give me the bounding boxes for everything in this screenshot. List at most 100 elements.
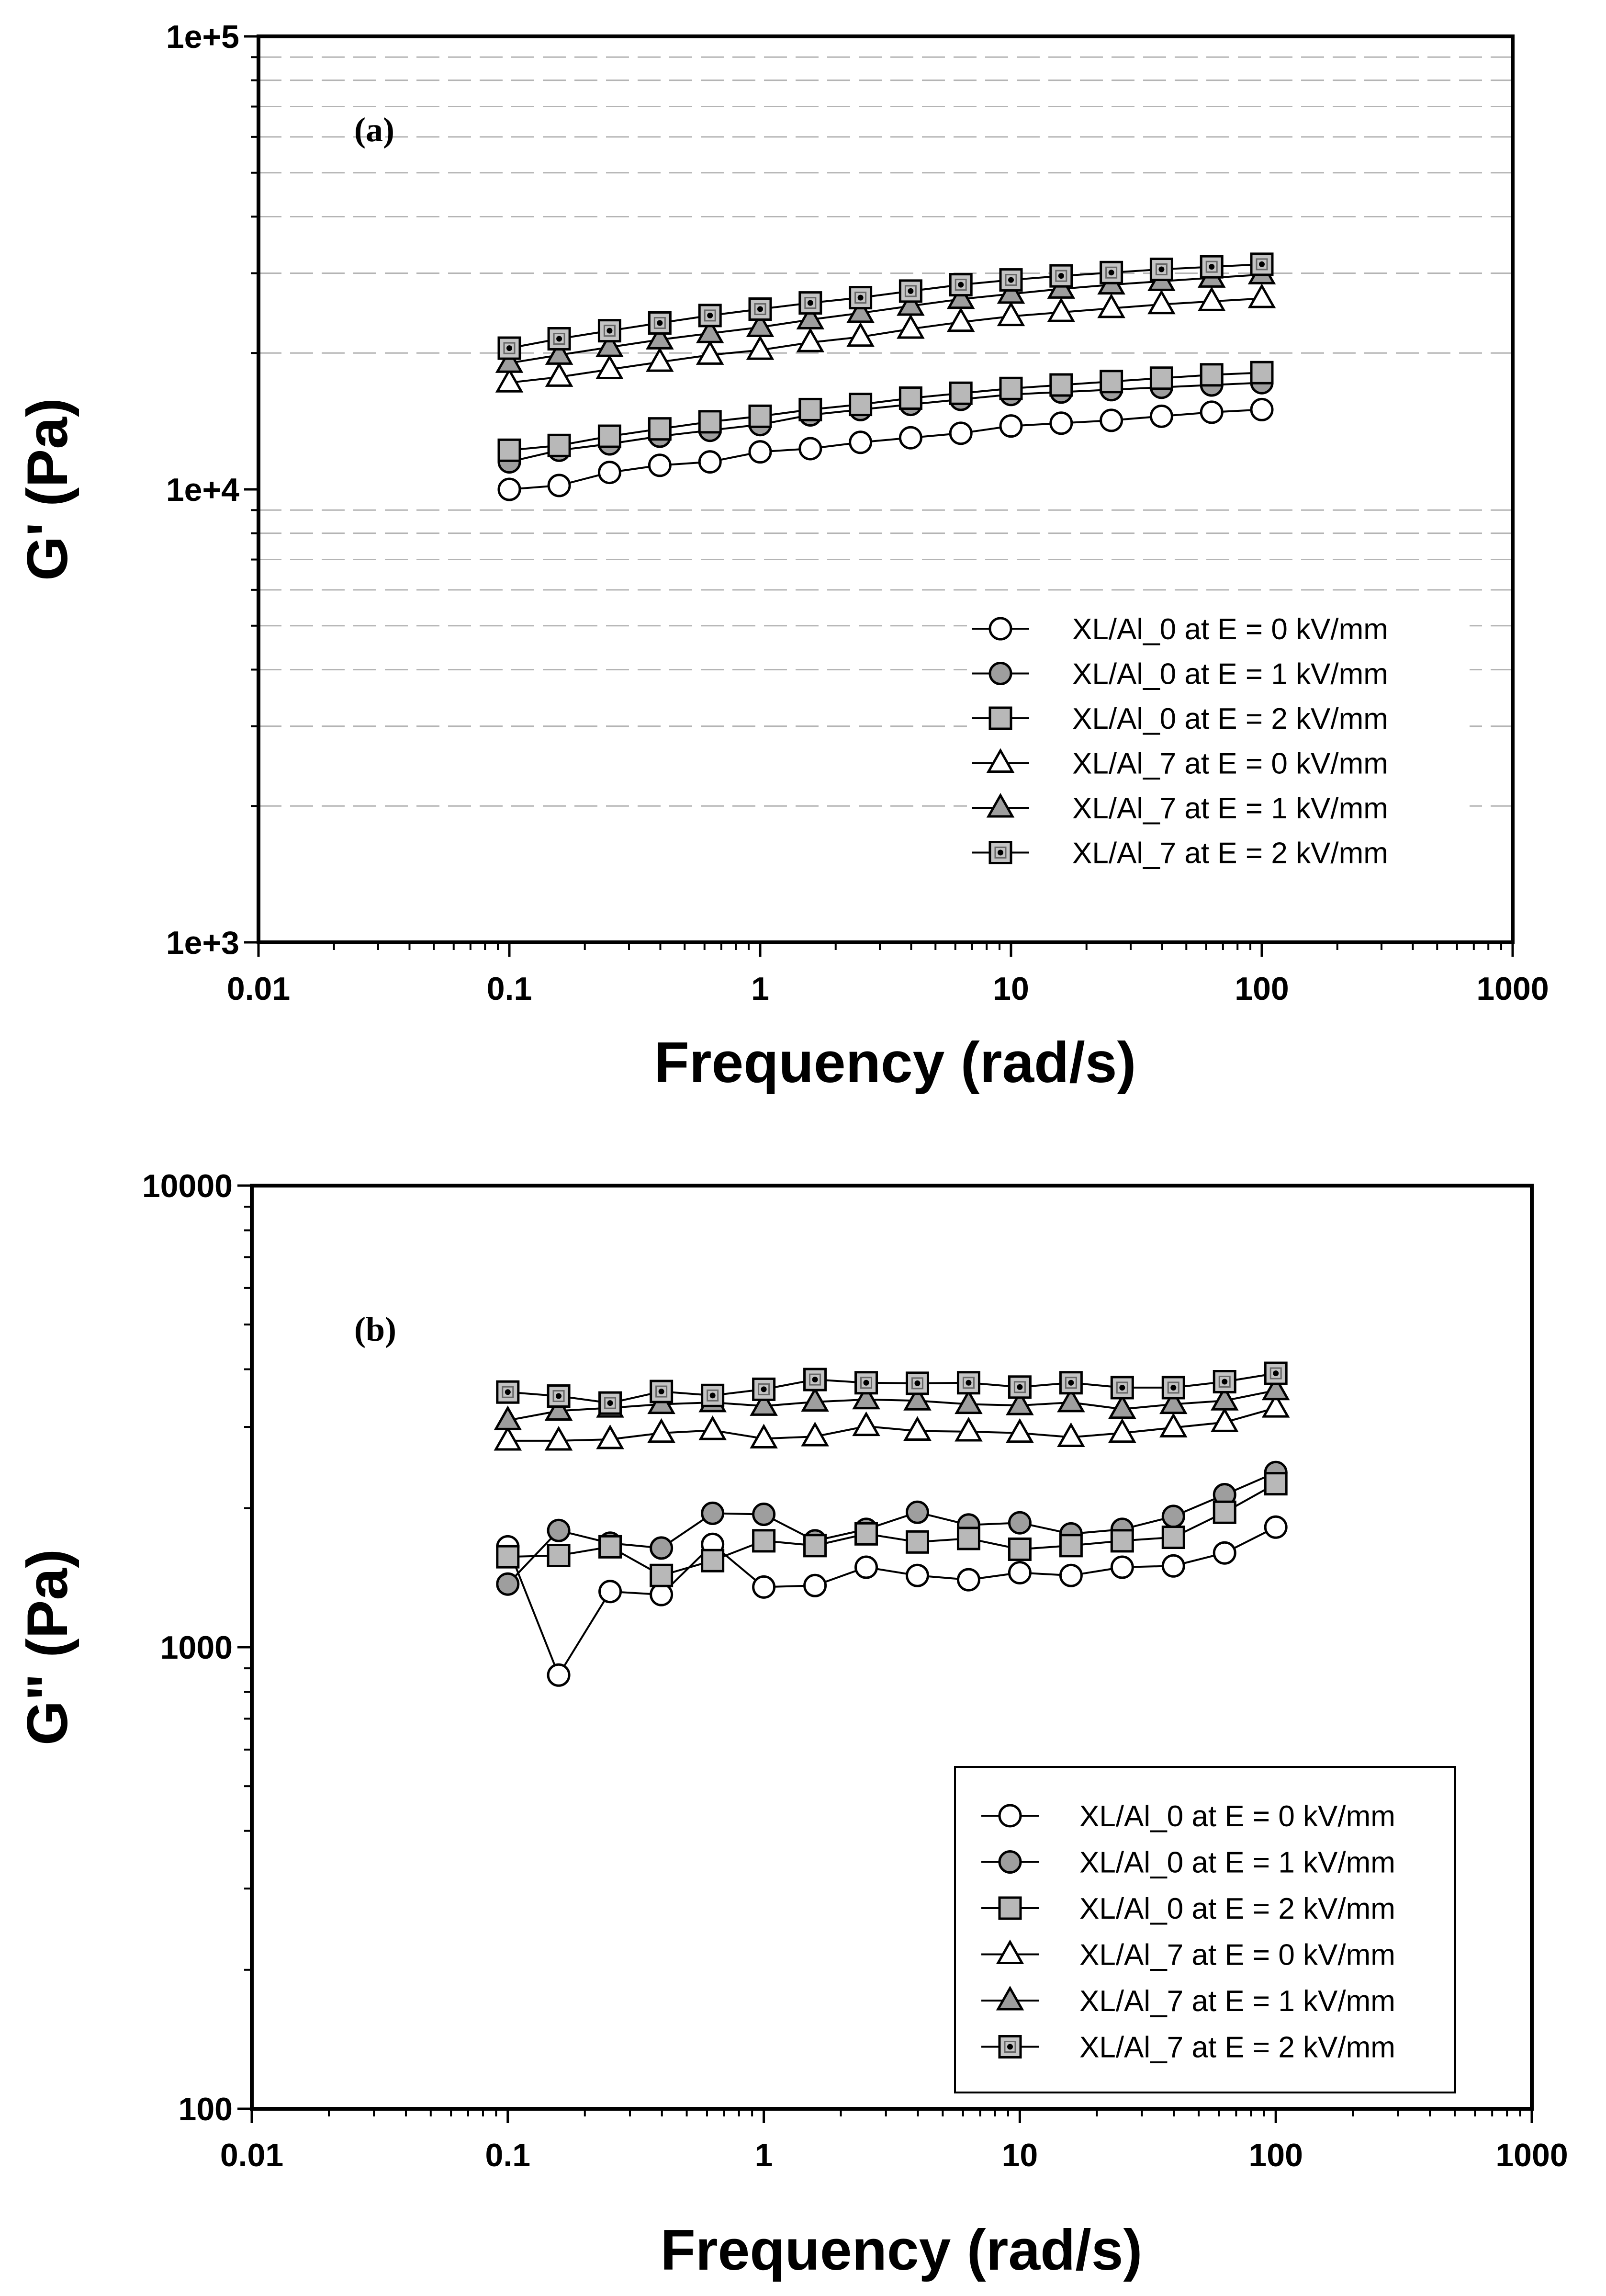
data-point-series-1 — [1059, 1563, 1083, 1587]
data-point-series-3 — [849, 393, 873, 417]
data-point-series-4 — [647, 1418, 675, 1443]
data-point-series-6-dot — [658, 1389, 664, 1395]
legend-marker — [988, 617, 1012, 641]
data-point-series-6-dot — [1259, 261, 1265, 267]
data-point-series-5 — [946, 284, 975, 309]
data-point-series-2 — [1008, 1511, 1032, 1535]
data-point-series-3 — [999, 376, 1023, 400]
data-point-series-3 — [1149, 366, 1173, 390]
x-tick-label: 10 — [993, 971, 1029, 1007]
data-point-series-6-dot — [1209, 264, 1215, 270]
data-point-series-6 — [547, 1384, 571, 1408]
data-point-series-3 — [1059, 1534, 1083, 1558]
data-point-series-1 — [956, 1568, 980, 1592]
data-point-series-6-inner — [854, 292, 867, 304]
data-point-series-5 — [903, 1386, 932, 1411]
x-tick-label: 10 — [1002, 2137, 1038, 2173]
legend-entry: XL/Al_7 at E = 2 kV/mm — [1072, 837, 1388, 870]
data-point-series-1 — [748, 440, 772, 464]
data-point-series-6-inner — [1005, 274, 1017, 286]
data-point-series-6-inner — [1013, 1381, 1026, 1393]
data-point-series-6-dot — [556, 336, 562, 342]
y-tick-label: 1e+3 — [166, 925, 239, 961]
data-point-series-4 — [997, 301, 1025, 327]
data-point-series-6-dot — [1170, 1384, 1177, 1391]
data-point-series-6-dot — [1108, 270, 1114, 276]
data-point-series-6-dot — [966, 1380, 972, 1386]
data-point-series-4 — [1159, 1413, 1188, 1437]
data-point-series-6 — [999, 268, 1023, 292]
data-point-series-6-dot — [1068, 1380, 1074, 1386]
data-point-series-5 — [852, 1384, 880, 1410]
panel-label: (a) — [354, 111, 394, 149]
x-tick-label: 0.01 — [227, 971, 290, 1007]
data-point-series-6-dot — [958, 282, 964, 288]
data-point-series-6-inner — [804, 297, 817, 309]
data-point-series-6-dot — [506, 345, 512, 351]
series-line-5 — [509, 273, 1262, 364]
panel-a-chart: 0.01 0.1 1 10 100 1000 1e+3 1e+4 1e+5 Frequency (… — [15, 19, 1549, 1095]
data-point-series-5 — [1159, 1389, 1188, 1414]
data-point-series-3 — [497, 438, 521, 462]
data-point-series-1 — [1110, 1555, 1134, 1579]
x-tick-label: 1 — [755, 2137, 773, 2173]
x-tick-label: 0.1 — [485, 2137, 531, 2173]
data-point-series-3 — [949, 381, 973, 405]
y-tick-label: 100 — [179, 2091, 233, 2127]
legend-marker-inner — [994, 847, 1007, 859]
data-point-series-5 — [1210, 1386, 1239, 1411]
data-point-series-6 — [803, 1368, 827, 1391]
x-tick-label: 1 — [751, 971, 769, 1007]
data-point-series-2 — [650, 1536, 674, 1560]
data-point-series-1 — [597, 461, 621, 485]
data-point-series-6-dot — [1222, 1379, 1228, 1385]
data-point-series-4 — [750, 1424, 778, 1448]
data-point-series-3 — [1200, 363, 1224, 387]
data-point-series-6-inner — [955, 279, 967, 291]
data-point-series-6-inner — [962, 1377, 975, 1389]
data-point-series-3 — [701, 1549, 725, 1572]
data-point-series-4 — [801, 1422, 829, 1447]
legend-marker — [998, 2035, 1022, 2058]
x-tick-label: 100 — [1235, 971, 1289, 1007]
data-point-series-6-inner — [1116, 1381, 1128, 1394]
data-point-series-3 — [1100, 370, 1123, 394]
data-point-series-4 — [846, 322, 875, 347]
legend-marker — [986, 748, 1015, 773]
data-point-series-5 — [494, 1405, 522, 1430]
data-point-series-5 — [955, 1389, 983, 1414]
legend-entry: XL/Al_0 at E = 2 kV/mm — [1079, 1892, 1395, 1925]
legend-marker — [986, 792, 1015, 818]
data-point-series-6-inner — [553, 333, 565, 345]
data-point-series-3 — [698, 410, 722, 434]
series-line-3 — [507, 1482, 1277, 1577]
data-point-series-5 — [545, 340, 573, 365]
data-point-series-3 — [803, 1534, 827, 1558]
data-point-series-4 — [696, 340, 724, 365]
data-point-series-1 — [905, 1563, 929, 1587]
legend-bg — [967, 745, 1470, 781]
legend-entry: XL/Al_0 at E = 0 kV/mm — [1079, 1800, 1395, 1833]
data-point-series-6 — [598, 1391, 622, 1415]
data-point-series-5 — [696, 318, 724, 343]
data-point-series-1 — [1264, 1515, 1288, 1539]
data-point-series-6-inner — [904, 285, 917, 297]
series-line-5 — [507, 1389, 1276, 1422]
data-point-series-1 — [1100, 408, 1123, 432]
data-point-series-1 — [648, 453, 672, 477]
legend-entry: XL/Al_0 at E = 2 kV/mm — [1072, 702, 1388, 735]
data-point-series-6-inner — [653, 317, 666, 329]
data-point-series-6-inner — [1167, 1381, 1179, 1394]
data-point-series-3 — [854, 1522, 878, 1546]
data-point-series-6-inner — [860, 1377, 873, 1389]
data-point-series-6 — [1200, 255, 1224, 279]
data-point-series-6-inner — [1105, 266, 1118, 279]
legend-bg — [967, 790, 1470, 826]
data-point-series-3 — [597, 424, 621, 448]
x-tick-label: 1000 — [1495, 2137, 1568, 2173]
data-point-series-4 — [1247, 283, 1276, 308]
data-point-series-5 — [846, 298, 875, 323]
data-point-series-6 — [496, 1380, 520, 1404]
legend-entry: XL/Al_7 at E = 0 kV/mm — [1079, 1939, 1395, 1972]
